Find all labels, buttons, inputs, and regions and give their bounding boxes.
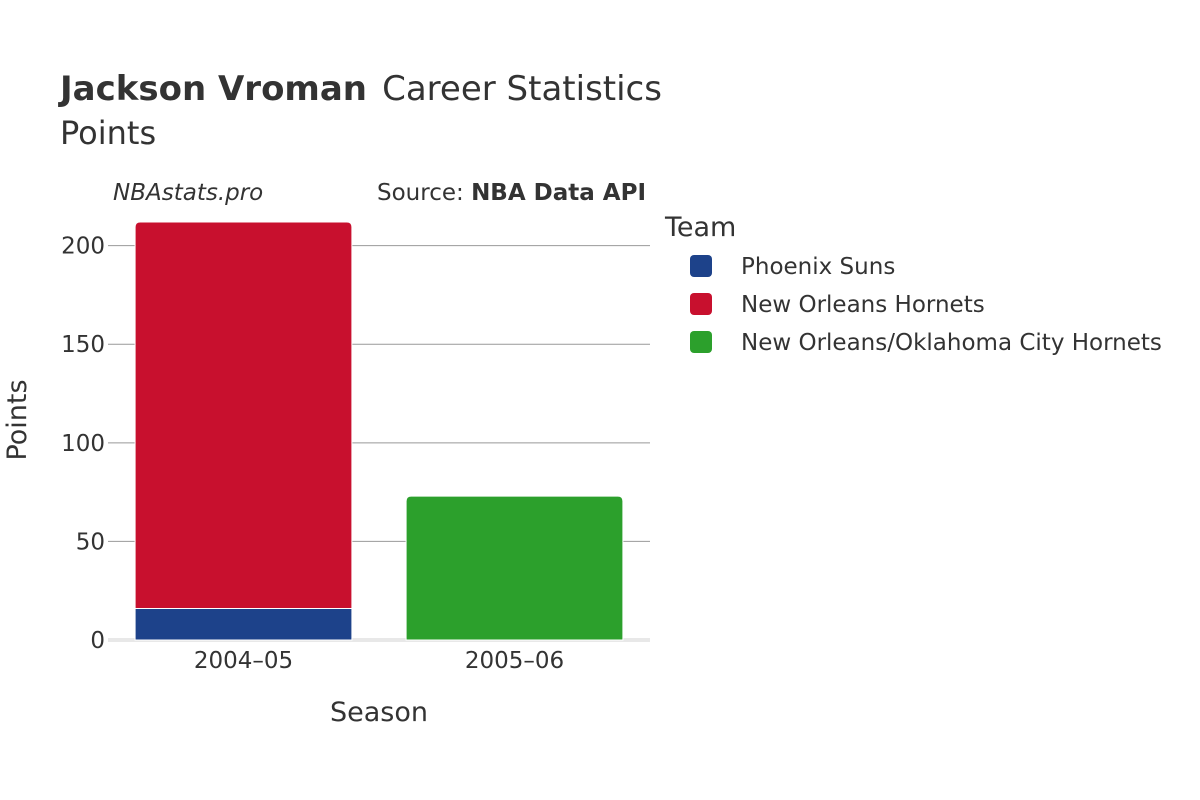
legend-swatch-phoenix-suns[interactable] (690, 255, 712, 277)
title-suffix: Career Statistics (382, 69, 662, 109)
x-axis-title: Season (330, 697, 428, 728)
y-axis-ticks: 0 50 100 150 200 (61, 234, 105, 654)
y-axis-title: Points (2, 379, 33, 460)
x-tick-label: 2004–05 (194, 648, 293, 674)
legend-label-phoenix-suns[interactable]: Phoenix Suns (741, 254, 895, 280)
y-tick-label: 50 (76, 529, 105, 555)
y-tick-label: 100 (61, 431, 105, 457)
bars (134, 221, 624, 641)
source-name: NBA Data API (471, 180, 646, 206)
player-name: Jackson Vroman (58, 69, 367, 109)
x-tick-label: 2005–06 (465, 648, 564, 674)
y-tick-label: 200 (61, 234, 105, 260)
legend-label-new-orleans-hornets[interactable]: New Orleans Hornets (741, 292, 985, 318)
y-tick-label: 0 (90, 628, 105, 654)
bar-new-orleans-hornets[interactable] (134, 221, 353, 609)
legend-swatch-new-orleans-oklahoma-city-hornets[interactable] (690, 331, 712, 353)
legend-title: Team (664, 212, 736, 243)
legend-swatch-new-orleans-hornets[interactable] (690, 293, 712, 315)
site-credit: NBAstats.pro (113, 180, 263, 206)
bar-phoenix-suns[interactable] (134, 607, 353, 641)
source-label: Source: (377, 180, 471, 206)
bar-new-orleans-oklahoma-city-hornets[interactable] (405, 495, 624, 641)
legend-label-new-orleans-oklahoma-city-hornets[interactable]: New Orleans/Oklahoma City Hornets (741, 330, 1162, 356)
chart-subtitle: Points (60, 114, 156, 152)
source-credit: Source: NBA Data API (377, 180, 646, 206)
chart-title: Jackson Vroman Career Statistics (58, 69, 662, 109)
x-axis-ticks: 2004–05 2005–06 (194, 648, 564, 674)
y-tick-label: 150 (61, 332, 105, 358)
legend: Phoenix Suns New Orleans Hornets New Orlea… (690, 254, 1162, 356)
